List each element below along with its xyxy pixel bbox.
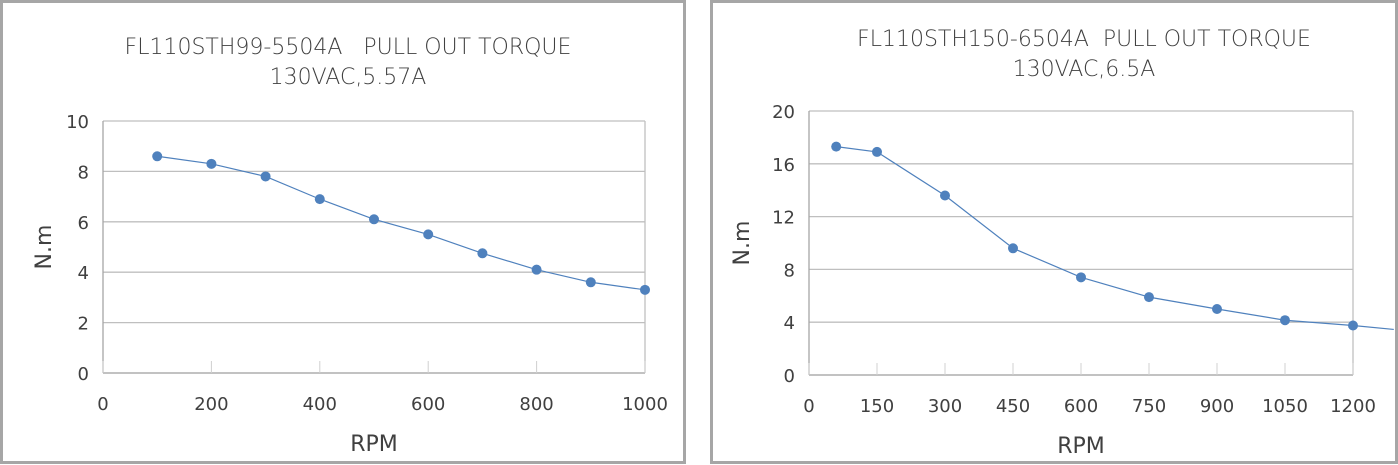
data-point [152,151,163,162]
x-tick-label: 150 [860,396,894,417]
data-point [477,248,488,259]
x-tick-label: 1050 [1262,396,1308,417]
x-tick-label: 400 [303,394,337,415]
x-tick-label: 450 [996,396,1030,417]
data-point [831,141,842,152]
y-tick-label: 8 [784,260,795,281]
y-tick-label: 20 [772,102,795,123]
chart-1: 0 2 4 6 8 10 0 200 400 600 800 1000 RPM N.m [32,112,668,457]
y-tick-label: 10 [66,112,89,133]
y-tick-label: 8 [78,162,89,183]
x-tick-label: 300 [928,396,962,417]
x-axis-label: RPM [350,432,398,457]
y-tick-label: 6 [78,213,89,234]
chart-panel-1: FL110STH99-5504A PULL OUT TORQUE 130VAC,… [0,0,686,464]
y-tick-label: 16 [772,155,795,176]
data-point [1076,272,1086,283]
x-tick-label: 0 [803,396,814,417]
x-tick-label: 200 [194,394,228,415]
data-point [314,194,325,205]
x-tick-label: 600 [1064,396,1098,417]
y-tick-label: 12 [772,208,795,229]
y-tick-label: 2 [78,314,89,335]
x-tick-label: 750 [1132,396,1166,417]
y-tick-label: 4 [784,313,795,334]
x-tick-label: 600 [411,394,445,415]
data-point [369,214,379,225]
data-point [1280,315,1290,326]
data-point [1212,304,1222,314]
x-tick-label: 800 [519,394,553,415]
chart-title: FL110STH99-5504A PULL OUT TORQUE 130VAC,… [3,33,683,93]
y-tick-label: 0 [784,366,795,387]
y-tick-label: 4 [78,263,89,284]
data-point [940,190,950,201]
x-tick-label: 1200 [1330,396,1376,417]
x-axis-label: RPM [1057,434,1105,459]
chart-title: FL110STH150-6504A PULL OUT TORQUE 130VAC… [713,25,1395,85]
data-point [1348,320,1358,331]
x-tick-label: 0 [97,394,108,415]
data-point [1008,243,1018,254]
data-point [260,171,271,182]
data-point [423,229,434,240]
series-line [157,155,646,291]
chart-panel-2: FL110STH150-6504A PULL OUT TORQUE 130VAC… [710,0,1398,464]
y-axis-label: N.m [730,221,755,266]
chart-title-line: FL110STH150-6504A PULL OUT TORQUE [857,27,1311,52]
y-axis-label: N.m [32,225,57,270]
chart-2: 0 4 8 12 16 20 0 150 300 450 600 750 900 1050 1200 RPM N… [730,102,1394,459]
data-point [872,146,882,157]
chart-subtitle: 130VAC,6.5A [1012,57,1156,82]
data-point [531,264,542,275]
data-point [640,284,650,295]
x-tick-label: 1000 [622,394,668,415]
data-point [1144,292,1154,303]
y-tick-label: 0 [78,364,89,385]
chart-subtitle: 130VAC,5.57A [269,65,427,90]
data-point [585,277,596,288]
chart-title-line: FL110STH99-5504A PULL OUT TORQUE [124,35,572,60]
series-line [836,146,1394,331]
x-tick-label: 900 [1200,396,1234,417]
data-point [206,158,217,169]
